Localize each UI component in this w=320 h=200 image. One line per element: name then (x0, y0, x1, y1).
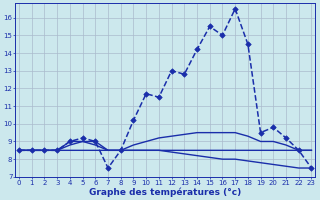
X-axis label: Graphe des températures (°c): Graphe des températures (°c) (89, 187, 241, 197)
